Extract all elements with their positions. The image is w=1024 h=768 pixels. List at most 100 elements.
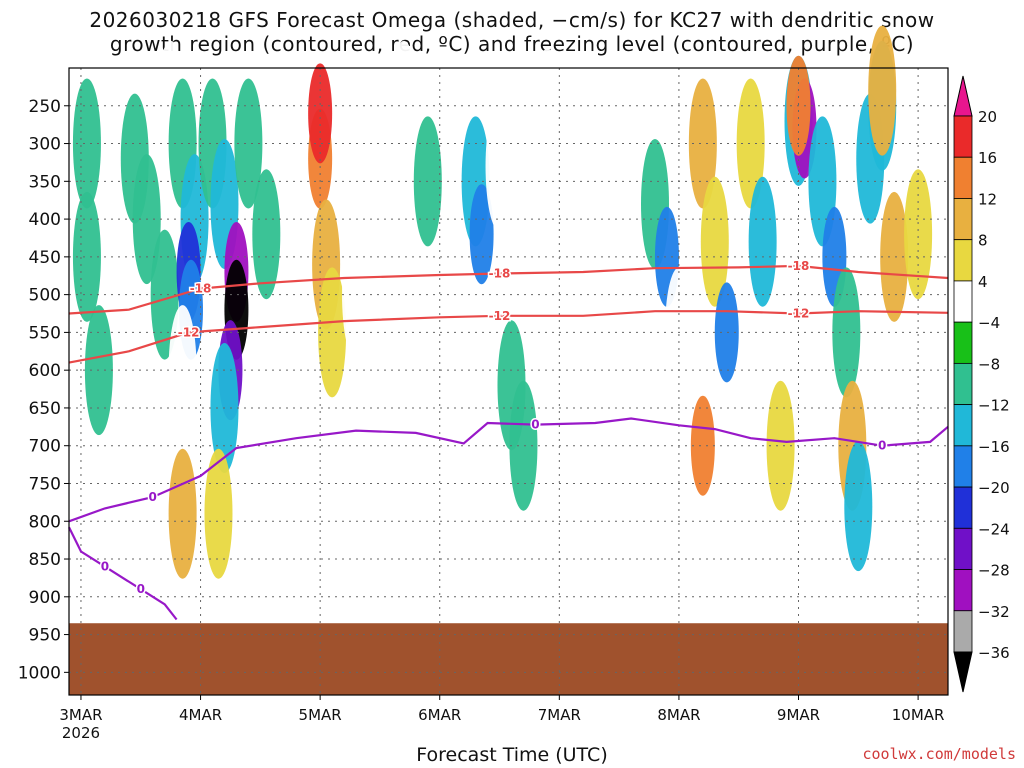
colorbar-label: −20 <box>978 479 1010 497</box>
omega-cell <box>318 267 347 398</box>
colorbar-band <box>953 198 973 241</box>
y-tick-label: 850 <box>29 550 61 570</box>
omega-cell <box>868 25 897 156</box>
colorbar-band <box>953 527 973 570</box>
x-tick-label: 4MAR <box>179 706 222 724</box>
y-tick-label: 250 <box>29 97 61 117</box>
y-tick-label: 650 <box>29 399 61 419</box>
contour-0C-lower <box>68 526 178 621</box>
ground-fill <box>69 623 948 695</box>
chart-svg: -18-18-18-12-12 -120000002503003504004505… <box>18 25 1010 742</box>
colorbar-label: −24 <box>978 520 1010 538</box>
contour-label: -18 <box>489 266 511 280</box>
y-tick-label: 800 <box>29 512 61 532</box>
colorbar-label: −12 <box>978 397 1010 415</box>
colorbar-label: 12 <box>978 190 997 208</box>
contour-0C <box>68 417 949 523</box>
omega-cell <box>234 78 263 209</box>
colorbar-label: −36 <box>978 644 1010 662</box>
contour-label: 0 <box>878 439 886 453</box>
colorbar-band <box>953 404 973 447</box>
contour-label: 0 <box>149 490 157 504</box>
omega-cell <box>252 169 281 300</box>
omega-cell <box>714 282 739 383</box>
y-tick-label: 750 <box>29 474 61 494</box>
colorbar-band <box>953 362 973 406</box>
y-tick-label: 300 <box>29 135 61 155</box>
contour--18C <box>68 264 949 315</box>
contour-label: 0 <box>137 582 145 596</box>
omega-cell <box>308 63 333 164</box>
omega-cell <box>748 176 777 307</box>
omega-cell <box>736 78 765 209</box>
colorbar-band <box>953 486 973 529</box>
contour-label: -12 <box>489 309 511 323</box>
x-tick-label: 6MAR <box>418 706 461 724</box>
credit-text: coolwx.com/models <box>862 745 1016 763</box>
omega-cell <box>690 395 715 496</box>
omega-cell <box>72 191 101 322</box>
contour-label: -18 <box>788 259 810 273</box>
colorbar-band <box>953 156 973 199</box>
y-tick-label: 950 <box>29 626 61 646</box>
colorbar-label: −28 <box>978 562 1010 580</box>
colorbar-label: 4 <box>978 273 988 291</box>
colorbar-label: −16 <box>978 438 1010 456</box>
x-tick-label: 9MAR <box>777 706 820 724</box>
colorbar-band <box>953 610 973 653</box>
contour-label: -12 <box>788 307 810 321</box>
y-tick-label: 700 <box>29 437 61 457</box>
x-tick-label: 5MAR <box>299 706 342 724</box>
omega-cell <box>509 380 538 511</box>
colorbar-band <box>953 445 973 488</box>
y-tick-label: 500 <box>29 286 61 306</box>
colorbar-bottom-arrow <box>953 651 973 693</box>
x-tick-sublabel: 2026 <box>62 724 100 742</box>
y-tick-label: 1000 <box>18 663 61 683</box>
omega-cell <box>204 448 233 579</box>
y-tick-label: 450 <box>29 248 61 268</box>
x-tick-label: 3MAR <box>59 706 102 724</box>
y-tick-label: 350 <box>29 172 61 192</box>
y-tick-label: 900 <box>29 588 61 608</box>
contour-label: -12 <box>178 325 200 339</box>
omega-cell <box>72 78 101 209</box>
x-tick-label: 10MAR <box>892 706 945 724</box>
omega-cell <box>904 169 933 300</box>
chart-title-line-2: growth region (contoured, red, ºC) and f… <box>109 32 915 56</box>
omega-cell <box>469 184 494 285</box>
x-tick-label: 7MAR <box>538 706 581 724</box>
contour-label: 0 <box>137 582 145 596</box>
colorbar-label: −32 <box>978 603 1010 621</box>
chart-title-line-1: 2026030218 GFS Forecast Omega (shaded, −… <box>89 8 935 32</box>
x-axis-label: Forecast Time (UTC) <box>416 744 608 766</box>
colorbar-band <box>953 280 973 323</box>
colorbar-label: −4 <box>978 314 1000 332</box>
omega-cell <box>688 78 717 209</box>
omega-cell <box>916 509 945 640</box>
omega-cell <box>485 101 514 232</box>
omega-cell <box>389 40 418 171</box>
colorbar-band <box>953 321 973 364</box>
contour-label: -18 <box>190 282 212 296</box>
omega-cell <box>700 176 729 307</box>
y-tick-label: 600 <box>29 361 61 381</box>
omega-cell <box>880 191 909 322</box>
colorbar-label: 16 <box>978 149 997 167</box>
plot-frame <box>68 67 949 696</box>
x-tick-label: 8MAR <box>657 706 700 724</box>
colorbar-top-arrow <box>953 75 973 117</box>
omega-cell <box>533 48 562 179</box>
colorbar-label: −8 <box>978 355 1000 373</box>
contour-label: 0 <box>101 560 109 574</box>
y-tick-label: 550 <box>29 323 61 343</box>
colorbar-band <box>953 569 973 612</box>
colorbar-band <box>953 115 973 158</box>
y-tick-label: 400 <box>29 210 61 230</box>
omega-cell <box>766 380 795 511</box>
colorbar-label: 20 <box>978 108 997 126</box>
omega-cell <box>150 229 179 360</box>
contour-label: 0 <box>531 418 539 432</box>
colorbar-label: 8 <box>978 232 988 250</box>
omega-cell <box>617 55 646 186</box>
